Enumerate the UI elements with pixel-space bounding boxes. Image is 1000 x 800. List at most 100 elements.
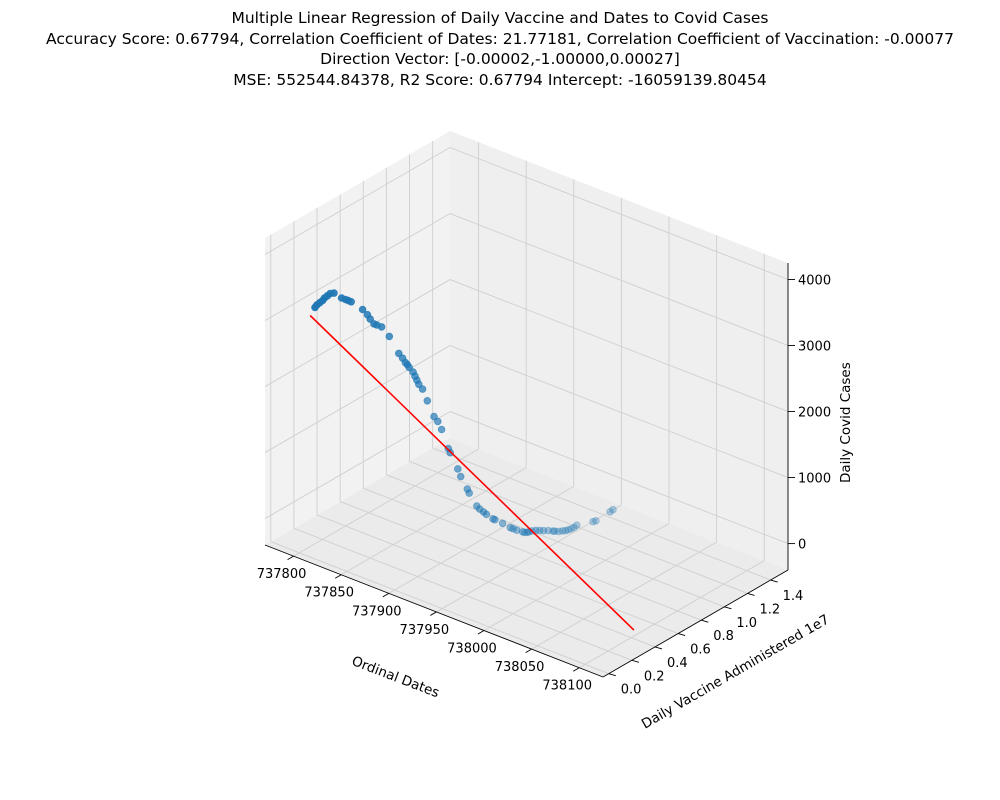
regression-line — [309, 314, 635, 631]
z-tick-label: 3000 — [798, 340, 831, 355]
grid-x-floor — [388, 485, 574, 594]
scatter-point — [347, 297, 356, 306]
x-axis-label: Ordinal Dates — [349, 653, 441, 701]
title-line-1: Multiple Linear Regression of Daily Vacc… — [231, 9, 769, 27]
y-axis-line — [602, 569, 789, 678]
x-tick-label: 737800 — [257, 567, 307, 582]
y-tick-mark — [678, 633, 686, 636]
scatter-point — [518, 527, 527, 536]
y-tick-label: 1.2 — [760, 602, 781, 617]
left-wall-pane — [265, 131, 450, 545]
scatter-point — [520, 528, 529, 537]
tick-labels: 737800 737850 737900 737950 738000 738050 7381… — [257, 274, 831, 698]
scatter-point — [465, 489, 474, 497]
x-tick-mark — [334, 574, 342, 579]
x-tick-label: 738050 — [495, 660, 545, 675]
x-tick-label: 738100 — [542, 679, 592, 694]
grid-z-backwall — [449, 411, 789, 545]
y-tick-mark — [631, 659, 640, 663]
scatter-point — [509, 524, 517, 533]
title-line-3: Direction Vector: [-0.00002,-1.00000,0.0… — [320, 50, 680, 68]
grid-z-backwall — [449, 213, 789, 346]
scatter-point — [482, 510, 491, 519]
x-tick-label: 737850 — [304, 586, 354, 601]
grid-y-floor — [293, 527, 633, 661]
scatter-point — [535, 526, 544, 535]
scatter-point — [544, 526, 553, 535]
x-tick-label: 738000 — [447, 642, 497, 657]
scatter-point — [554, 527, 563, 536]
grid-y-floor — [316, 514, 656, 648]
y-tick-label: 1.0 — [736, 616, 757, 631]
z-tick-label: 4000 — [798, 274, 831, 289]
x-axis-line — [264, 544, 604, 678]
scatter-point — [512, 526, 521, 534]
scatter-point — [609, 505, 617, 514]
grid-lines — [264, 141, 789, 675]
scatter-point — [418, 385, 427, 393]
z-axis-label: Daily Covid Cases — [838, 362, 854, 483]
y-tick-mark — [654, 646, 663, 650]
scatter-point — [539, 526, 548, 535]
y-tick-label: 0.0 — [621, 683, 642, 698]
grid-x-floor — [483, 523, 670, 631]
floor-pane — [265, 438, 788, 677]
scatter-point — [385, 332, 394, 341]
grid-z-backwall — [449, 345, 789, 478]
scatter-point — [572, 521, 581, 529]
grid-z-backwall — [449, 147, 789, 280]
y-tick-mark — [770, 579, 778, 583]
y-tick-label: 0.2 — [644, 669, 665, 684]
y-tick-label: 0.4 — [667, 656, 688, 671]
x-tick-mark — [287, 555, 294, 561]
axis-lines — [264, 263, 789, 678]
scatter-point — [491, 515, 499, 524]
grid-z-backwall — [449, 279, 789, 412]
scatter-point — [549, 527, 557, 535]
grid-z-leftwall — [264, 213, 451, 321]
scatter-point — [498, 519, 507, 528]
grid-y-floor — [386, 474, 725, 608]
grid-z-leftwall — [264, 279, 451, 387]
data-marks — [309, 289, 635, 631]
scatter-point — [606, 507, 614, 516]
y-tick-mark — [608, 673, 616, 677]
scatter-point — [437, 425, 446, 434]
scatter-point — [377, 323, 386, 331]
grid-y-floor — [409, 460, 748, 594]
scatter-point — [423, 396, 432, 405]
scatter-point — [567, 525, 575, 533]
y-tick-label: 0.6 — [690, 643, 711, 658]
y-tick-mark — [724, 606, 732, 610]
grid-z-leftwall — [264, 411, 451, 519]
title-line-4: MSE: 552544.84378, R2 Score: 0.67794 Int… — [233, 70, 767, 89]
chart-title: Multiple Linear Regression of Daily Vacc… — [0, 8, 1000, 90]
scatter-point — [558, 527, 567, 535]
grid-y-floor — [363, 487, 702, 621]
scatter-point — [330, 289, 338, 297]
title-line-2: Accuracy Score: 0.67794, Correlation Coe… — [46, 29, 954, 48]
x-tick-mark — [382, 592, 390, 598]
y-tick-label: 1.4 — [783, 589, 804, 604]
x-tick-label: 737950 — [400, 623, 450, 638]
scatter-point — [570, 523, 578, 532]
scatter-point — [506, 523, 515, 532]
scatter-point — [551, 527, 559, 535]
scatter-point — [433, 417, 442, 426]
y-tick-label: 0.8 — [713, 629, 734, 644]
x-tick-mark — [430, 611, 437, 616]
y-tick-mark — [747, 592, 755, 596]
x-tick-label: 737900 — [352, 604, 402, 619]
scatter-point — [523, 528, 532, 537]
scatter-point — [358, 305, 367, 314]
axis-panes — [265, 131, 788, 677]
scatter-point — [589, 517, 597, 526]
grid-y-floor — [432, 447, 771, 581]
y-tick-mark — [701, 619, 709, 623]
grid-x-floor — [531, 541, 717, 650]
x-tick-mark — [525, 648, 532, 654]
grid-x-floor — [578, 560, 765, 669]
scatter-point — [592, 516, 600, 525]
scatter-point — [453, 465, 462, 473]
